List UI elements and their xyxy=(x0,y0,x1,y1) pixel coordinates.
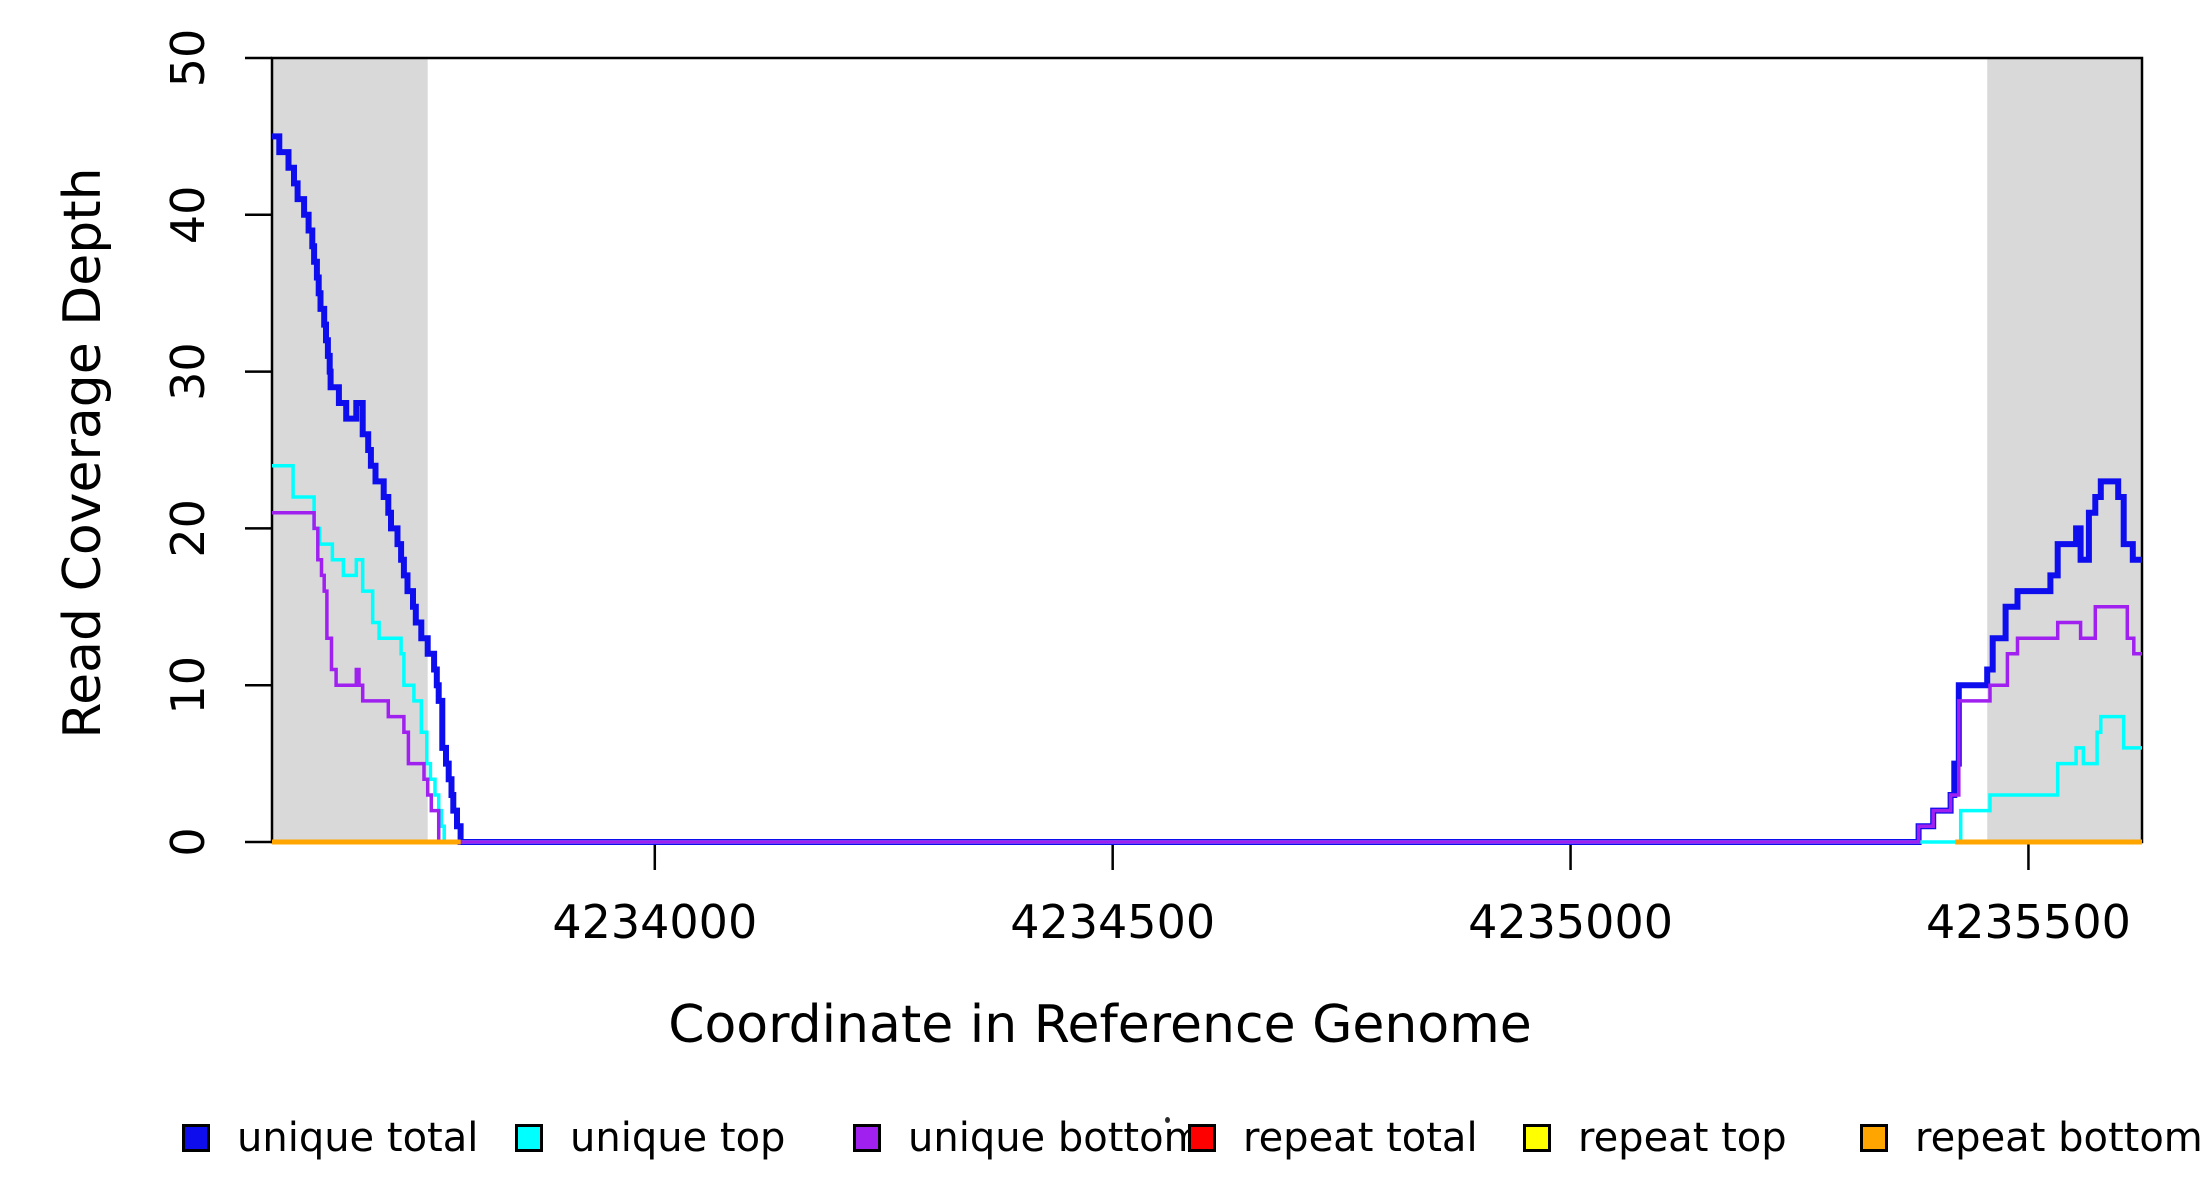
y-tick-label: 30 xyxy=(161,342,215,401)
x-tick-label: 4235000 xyxy=(1468,895,1673,949)
series-unique-total xyxy=(272,133,2142,845)
y-tick-label: 50 xyxy=(161,29,215,88)
x-axis-title: Coordinate in Reference Genome xyxy=(668,995,1532,1055)
x-tick-label: 4234500 xyxy=(1010,895,1215,949)
x-tick-label: 4234000 xyxy=(552,895,757,949)
repeat-region-right-shading xyxy=(1987,58,2142,842)
y-tick-label: 0 xyxy=(161,827,215,856)
series-unique-top xyxy=(272,463,2142,844)
y-tick-label: 10 xyxy=(161,656,215,715)
x-tick-label: 4235500 xyxy=(1926,895,2131,949)
series-unique-bottom xyxy=(272,510,2142,844)
plot-box xyxy=(270,56,2144,844)
y-tick-label: 40 xyxy=(161,186,215,245)
y-axis-title: Read Coverage Depth xyxy=(53,167,113,739)
y-tick-label: 20 xyxy=(161,499,215,558)
